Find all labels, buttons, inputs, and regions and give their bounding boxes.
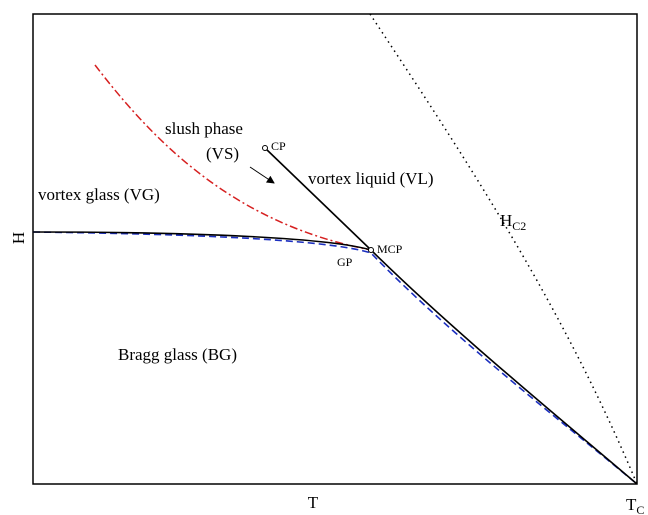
x-end-base: T: [626, 495, 637, 514]
point-label: GP: [337, 255, 353, 269]
point-label: CP: [271, 139, 286, 153]
region-label: vortex liquid (VL): [308, 169, 434, 188]
region-label: (VS): [206, 144, 239, 163]
arrow: [249, 166, 275, 184]
point-label: MCP: [377, 242, 403, 256]
slush-boundary: [94, 64, 372, 251]
hc2-curve: [369, 13, 638, 485]
region-label: Bragg glass (BG): [118, 345, 237, 364]
region-label: vortex glass (VG): [38, 185, 160, 204]
cp-line: [264, 147, 372, 251]
hc2-label: HC2: [500, 211, 526, 233]
x-label: T: [308, 493, 319, 512]
mcp-point: [368, 247, 374, 253]
y-label: H: [9, 232, 28, 244]
region-label: slush phase: [165, 119, 243, 138]
cp-point: [262, 145, 268, 151]
frame: [32, 13, 638, 485]
x-end-sub: C: [636, 503, 644, 515]
x-end-label: TC: [626, 495, 644, 515]
hc2-sub: C2: [512, 219, 526, 233]
gp-curve: [32, 231, 638, 485]
hc2-base: H: [500, 211, 512, 230]
